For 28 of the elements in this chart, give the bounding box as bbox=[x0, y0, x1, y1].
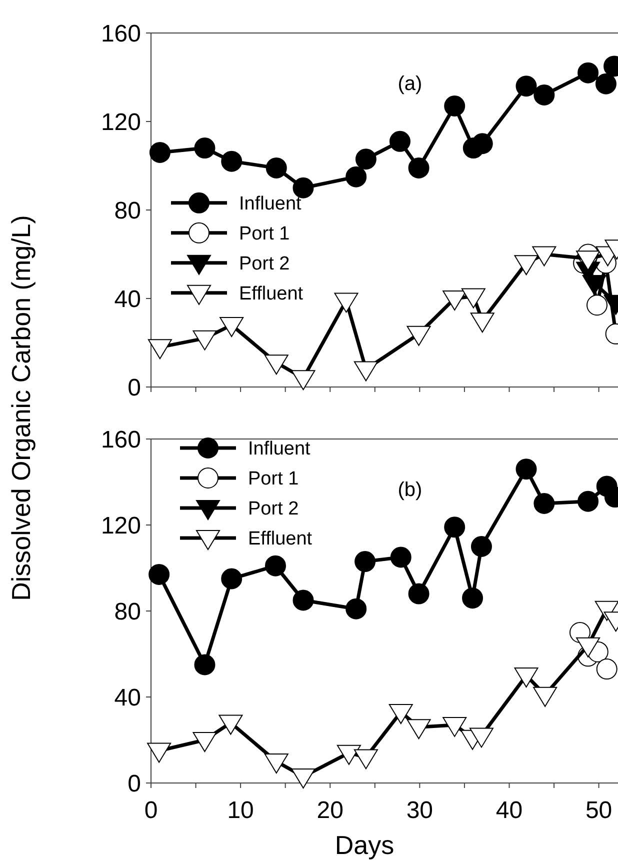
legend-label: Influent bbox=[239, 194, 302, 215]
y-tick-label: 40 bbox=[114, 684, 141, 712]
y-tick-label: 160 bbox=[100, 426, 141, 454]
y-tick-label: 80 bbox=[114, 598, 141, 626]
legend-label: Port 2 bbox=[248, 498, 299, 520]
x-tick-label: 40 bbox=[496, 797, 523, 824]
legend-label: Port 2 bbox=[239, 254, 290, 275]
y-tick-label: 0 bbox=[128, 770, 141, 798]
y-tick-label: 120 bbox=[100, 108, 141, 136]
y-tick-label: 160 bbox=[100, 20, 141, 48]
annotation: (a) bbox=[398, 73, 422, 95]
y-tick-label: 80 bbox=[114, 197, 141, 224]
legend-label: Effluent bbox=[248, 528, 313, 550]
x-axis-title: Days bbox=[334, 830, 394, 860]
x-tick-label: 30 bbox=[406, 797, 434, 824]
x-tick-label: 20 bbox=[316, 797, 344, 824]
legend-label: Port 1 bbox=[248, 468, 299, 490]
x-tick-label: 0 bbox=[144, 797, 158, 824]
y-tick-label: 0 bbox=[128, 374, 141, 402]
y-tick-label: 40 bbox=[114, 286, 141, 313]
legend-label: Influent bbox=[248, 438, 312, 460]
annotation: (b) bbox=[398, 479, 422, 501]
legend-label: Port 1 bbox=[239, 224, 290, 245]
legend-label: Effluent bbox=[239, 284, 304, 305]
x-tick-label: 50 bbox=[585, 797, 612, 824]
y-axis-title: Dissolved Organic Carbon (mg/L) bbox=[6, 215, 36, 601]
y-tick-label: 120 bbox=[100, 512, 141, 540]
x-tick-label: 10 bbox=[227, 797, 254, 824]
